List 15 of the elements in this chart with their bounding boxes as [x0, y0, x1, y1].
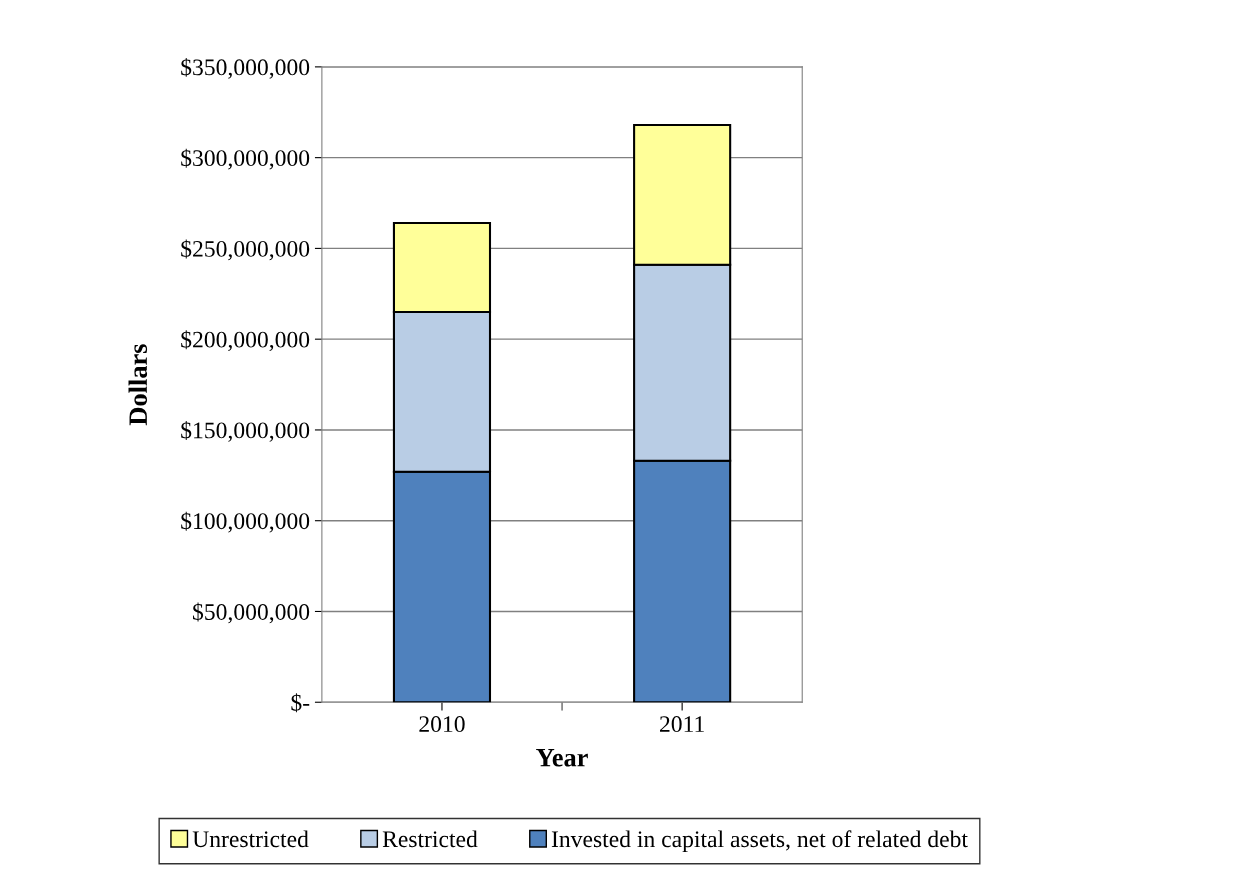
y-axis-title: Dollars: [128, 344, 148, 426]
y-tick-label: $50,000,000: [193, 602, 310, 624]
y-tick-label: $200,000,000: [181, 330, 310, 351]
legend-label: Unrestricted: [192, 830, 309, 848]
x-tick-label: 2011: [660, 716, 704, 733]
x-axis-title: Year: [536, 748, 588, 767]
y-tick-label: $100,000,000: [181, 511, 310, 533]
y-tick-label: $-: [291, 693, 310, 713]
y-tick-label: $150,000,000: [181, 421, 310, 442]
y-tick-label: $300,000,000: [181, 148, 310, 170]
y-tick-label: $350,000,000: [181, 57, 310, 79]
legend-label: Invested in capital assets, net of related debt: [551, 830, 968, 852]
legend-label: Restricted: [382, 830, 478, 848]
x-tick-label: 2010: [419, 716, 465, 733]
y-tick-label: $250,000,000: [181, 239, 310, 261]
